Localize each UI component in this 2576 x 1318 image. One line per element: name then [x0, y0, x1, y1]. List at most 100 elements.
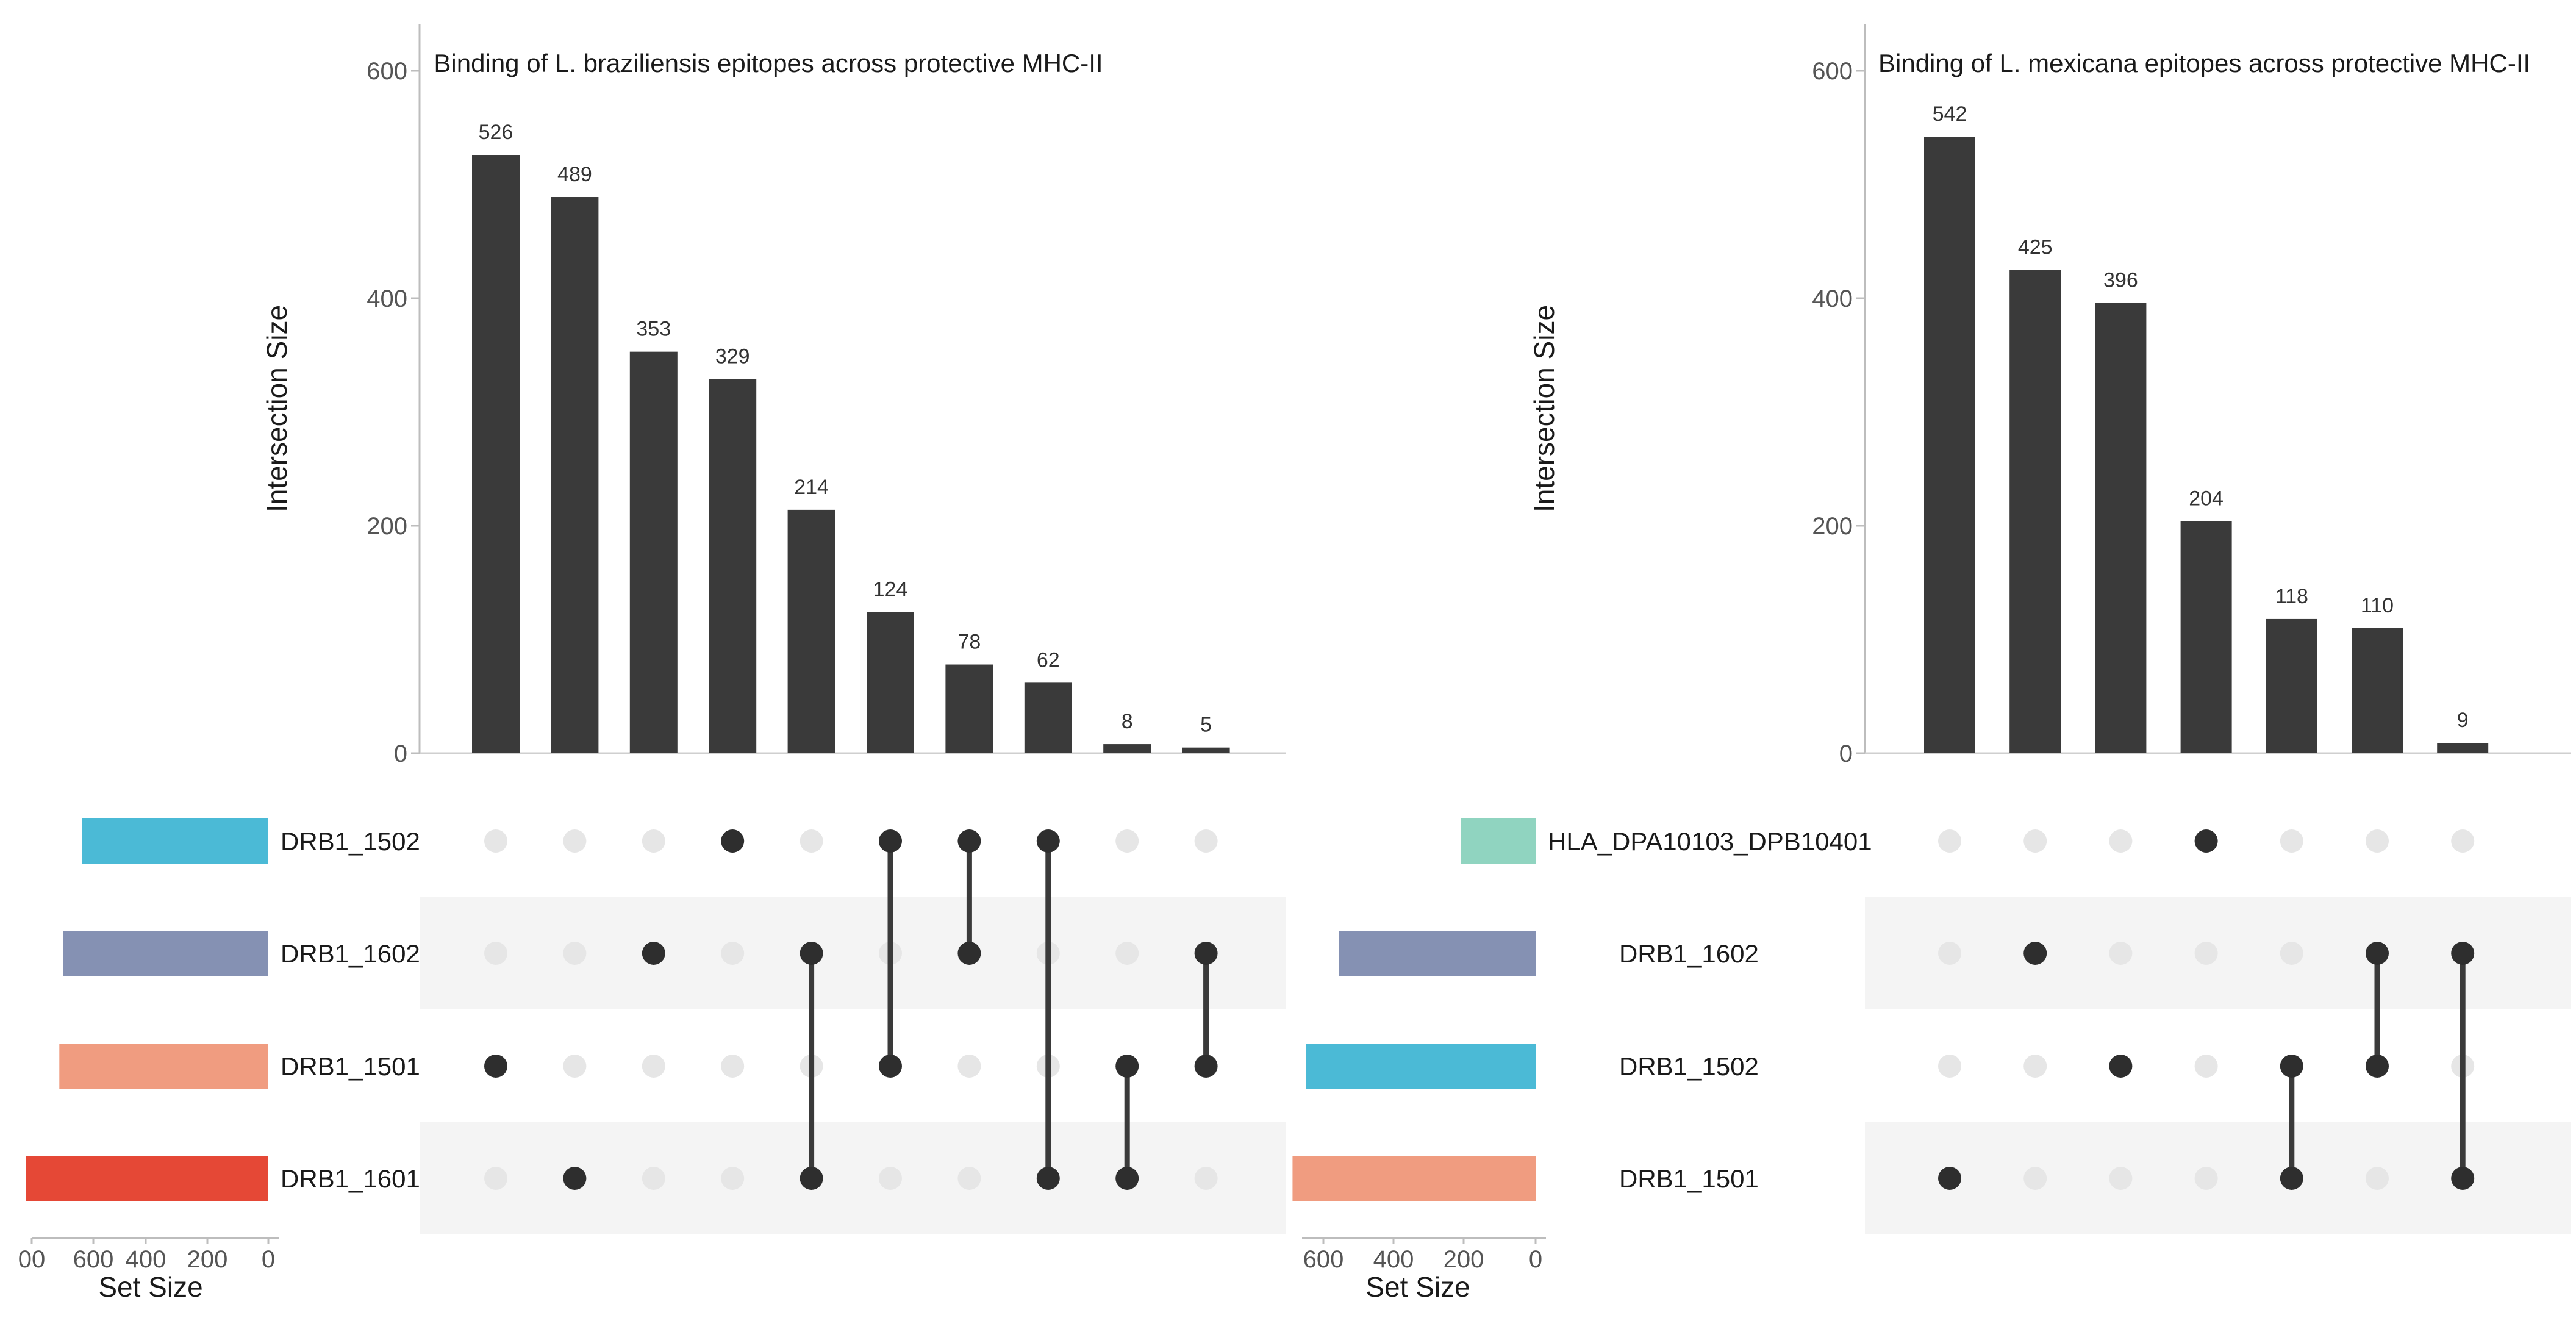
matrix-dot-empty — [563, 1055, 587, 1078]
intersection-bar — [787, 509, 835, 753]
matrix-dot-empty — [2023, 829, 2047, 853]
intersection-bar — [1024, 682, 1072, 753]
bar-value-label: 329 — [715, 345, 750, 368]
bar-value-label: 110 — [2361, 594, 2394, 617]
set-label: DRB1_1602 — [1619, 939, 1759, 968]
y-axis-title: Intersection Size — [261, 305, 293, 512]
set-size-tick-label: 200 — [1444, 1246, 1484, 1273]
chart-title: Binding of L. mexicana epitopes across p… — [1878, 49, 2530, 77]
set-label: DRB1_1601 — [281, 1164, 420, 1193]
intersection-bar — [2180, 521, 2232, 753]
bar-value-label: 214 — [794, 476, 829, 499]
matrix-dot-empty — [484, 942, 507, 965]
set-label: DRB1_1602 — [281, 939, 420, 968]
matrix-dot-filled — [563, 1167, 587, 1190]
set-size-tick-label: 200 — [187, 1246, 228, 1273]
matrix-dot-filled — [2194, 829, 2218, 853]
matrix-dot-filled — [800, 1167, 823, 1190]
y-axis-title: Intersection Size — [1528, 305, 1560, 512]
matrix-dot-empty — [879, 1167, 902, 1190]
matrix-dot-filled — [1036, 829, 1060, 853]
y-tick-label: 200 — [367, 513, 407, 540]
matrix-dot-filled — [879, 1055, 902, 1078]
set-size-title: Set Size — [98, 1271, 202, 1303]
intersection-bar — [2266, 618, 2317, 753]
y-tick-label: 200 — [1812, 513, 1853, 540]
matrix-dot-filled — [800, 942, 823, 965]
matrix-dot-empty — [642, 1167, 665, 1190]
intersection-bar — [1103, 744, 1151, 753]
bar-value-label: 124 — [873, 578, 908, 601]
matrix-dot-filled — [484, 1055, 507, 1078]
matrix-dot-filled — [879, 829, 902, 853]
matrix-dot-filled — [642, 942, 665, 965]
matrix-dot-empty — [1938, 942, 1961, 965]
bar-value-label: 5 — [1200, 714, 1212, 737]
chart-title: Binding of L. braziliensis epitopes acro… — [434, 49, 1103, 77]
matrix-dot-empty — [2194, 1055, 2218, 1078]
set-size-tick-label: 0 — [262, 1246, 275, 1273]
set-size-bar — [26, 1156, 268, 1201]
matrix-dot-empty — [800, 829, 823, 853]
set-size-bar — [1460, 818, 1536, 864]
matrix-dot-filled — [2280, 1055, 2303, 1078]
intersection-bar — [2352, 628, 2403, 753]
bar-value-label: 8 — [1122, 710, 1133, 733]
intersection-bar — [945, 664, 993, 753]
intersection-bar — [2437, 743, 2489, 753]
bar-value-label: 78 — [957, 631, 981, 654]
intersection-bar — [867, 612, 914, 753]
set-size-title: Set Size — [1365, 1271, 1470, 1303]
matrix-dot-empty — [484, 829, 507, 853]
matrix-dot-empty — [642, 829, 665, 853]
bar-value-label: 204 — [2189, 487, 2224, 510]
set-size-bar — [63, 931, 269, 976]
matrix-dot-empty — [2194, 942, 2218, 965]
matrix-dot-filled — [2023, 942, 2047, 965]
set-size-tick-label: 0 — [1529, 1246, 1542, 1273]
matrix-dot-filled — [721, 829, 745, 853]
intersection-bar — [1924, 137, 1975, 754]
intersection-bar — [629, 351, 678, 753]
matrix-dot-filled — [1115, 1055, 1139, 1078]
y-tick-label: 400 — [367, 285, 407, 312]
intersection-bar — [2095, 303, 2147, 754]
set-size-tick-label: 00 — [18, 1246, 46, 1273]
bar-value-label: 62 — [1037, 648, 1060, 672]
matrix-dot-empty — [1115, 942, 1139, 965]
matrix-dot-filled — [2451, 1167, 2475, 1190]
set-size-bar — [59, 1044, 268, 1089]
y-tick-label: 0 — [1839, 740, 1853, 767]
matrix-dot-empty — [1115, 829, 1139, 853]
set-size-bar — [1306, 1044, 1536, 1089]
matrix-dot-empty — [2109, 942, 2133, 965]
intersection-bar — [551, 197, 599, 753]
matrix-dot-filled — [2366, 942, 2389, 965]
matrix-dot-filled — [957, 942, 981, 965]
matrix-dot-empty — [1194, 829, 1218, 853]
matrix-dot-empty — [2109, 1167, 2133, 1190]
matrix-dot-empty — [721, 942, 745, 965]
bar-value-label: 9 — [2457, 709, 2469, 732]
y-tick-label: 600 — [367, 58, 407, 85]
matrix-dot-empty — [1938, 829, 1961, 853]
matrix-dot-filled — [1115, 1167, 1139, 1190]
matrix-dot-empty — [721, 1167, 745, 1190]
matrix-dot-empty — [563, 829, 587, 853]
y-tick-label: 400 — [1812, 285, 1853, 312]
matrix-dot-filled — [2366, 1055, 2389, 1078]
upset-panel-1: Binding of L. braziliensis epitopes acro… — [18, 24, 1286, 1303]
bar-value-label: 118 — [2275, 585, 2308, 608]
matrix-dot-empty — [957, 1055, 981, 1078]
matrix-dot-empty — [2023, 1055, 2047, 1078]
set-label: DRB1_1502 — [1619, 1052, 1759, 1081]
matrix-dot-empty — [2366, 1167, 2389, 1190]
matrix-dot-filled — [1938, 1167, 1961, 1190]
matrix-dot-filled — [2280, 1167, 2303, 1190]
bar-value-label: 489 — [557, 163, 592, 186]
set-label: DRB1_1502 — [281, 827, 420, 856]
set-size-tick-label: 400 — [1373, 1246, 1414, 1273]
matrix-dot-empty — [642, 1055, 665, 1078]
matrix-dot-empty — [721, 1055, 745, 1078]
